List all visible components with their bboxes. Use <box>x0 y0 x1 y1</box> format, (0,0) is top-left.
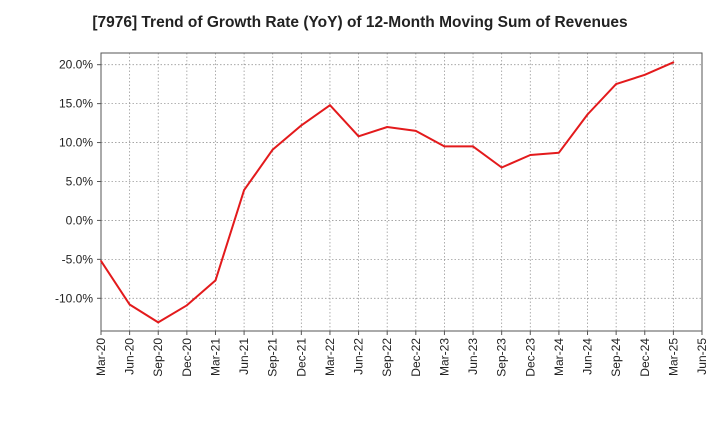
data-point <box>214 279 217 282</box>
growth-rate-line <box>100 61 674 324</box>
x-tick-label: Mar-25 <box>666 338 680 376</box>
x-tick-label: Dec-21 <box>294 338 308 377</box>
y-tick-label: 15.0% <box>59 97 93 111</box>
x-tick-label: Jun-25 <box>695 338 709 375</box>
data-point <box>300 124 303 127</box>
y-tick-label: 5.0% <box>66 174 94 188</box>
x-tick-label: Sep-20 <box>151 338 165 377</box>
data-point <box>472 145 474 148</box>
y-tick-label: 20.0% <box>59 58 93 72</box>
data-point <box>185 304 188 307</box>
data-point <box>128 303 131 306</box>
data-point <box>615 83 618 86</box>
data-point <box>558 151 560 154</box>
data-point <box>271 148 274 151</box>
x-tick-label: Sep-22 <box>380 338 394 377</box>
x-tick-label: Dec-22 <box>409 338 423 377</box>
x-tick-label: Sep-21 <box>266 338 280 377</box>
data-point <box>529 154 532 156</box>
x-tick-label: Mar-21 <box>208 338 222 376</box>
data-point <box>386 126 389 128</box>
y-tick-label: -5.0% <box>62 252 94 266</box>
data-point <box>672 61 675 64</box>
axis-layer <box>97 52 703 335</box>
plot-border <box>100 52 703 332</box>
x-tick-label: Jun-22 <box>352 338 366 375</box>
series-layer <box>100 61 675 324</box>
data-point <box>500 166 503 169</box>
grid-layer <box>100 53 703 331</box>
x-tick-label: Jun-23 <box>466 338 480 375</box>
x-tick-label: Jun-24 <box>581 338 595 375</box>
data-point <box>643 73 646 76</box>
x-tick-label: Mar-23 <box>437 338 451 376</box>
data-point <box>157 321 160 324</box>
tick-label-layer: -10.0% -5.0% 0.0% 5.0% 10.0% 15.0% 20.0% Mar-20… <box>55 58 709 377</box>
x-tick-label: Dec-24 <box>638 338 652 377</box>
data-point <box>329 104 331 107</box>
data-point <box>443 145 446 148</box>
data-point <box>414 129 417 132</box>
data-point <box>357 135 360 138</box>
x-tick-label: Sep-24 <box>609 338 623 377</box>
x-tick-label: Sep-23 <box>495 338 509 377</box>
x-tick-label: Jun-20 <box>123 338 137 375</box>
x-tick-label: Mar-24 <box>552 338 566 376</box>
chart-title: [7976] Trend of Growth Rate (YoY) of 12-… <box>92 14 628 31</box>
x-tick-label: Mar-22 <box>323 338 337 376</box>
data-point <box>100 260 102 262</box>
y-tick-label: 10.0% <box>59 136 93 150</box>
y-tick-label: -10.0% <box>55 291 93 305</box>
x-tick-label: Dec-20 <box>180 338 194 377</box>
x-tick-label: Mar-20 <box>94 338 108 376</box>
x-tick-label: Jun-21 <box>237 338 251 375</box>
x-tick-label: Dec-23 <box>523 338 537 377</box>
data-point <box>243 189 245 191</box>
y-tick-label: 0.0% <box>66 213 94 227</box>
data-point <box>586 113 589 116</box>
